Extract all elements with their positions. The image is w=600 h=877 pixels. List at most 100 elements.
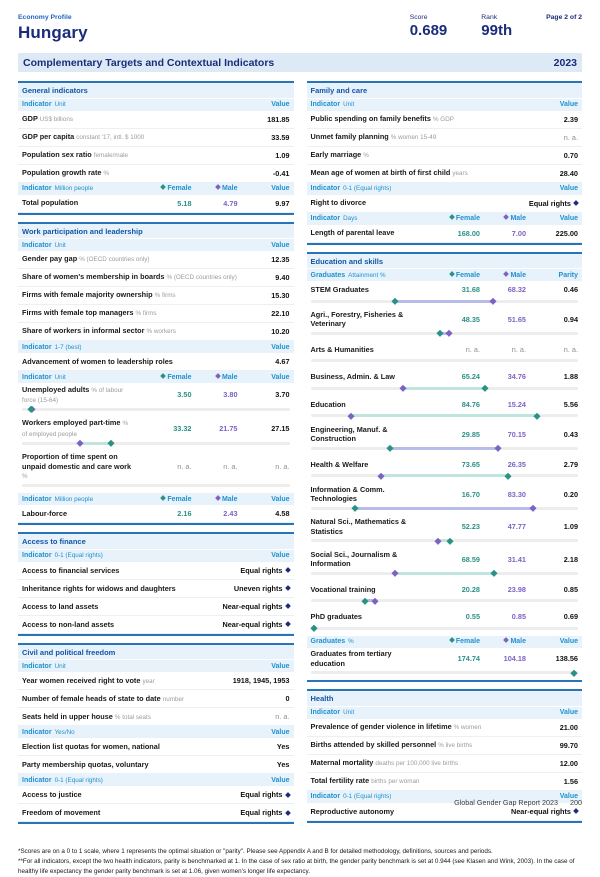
rights-value: Near-equal rights — [222, 602, 291, 611]
unit-label: Unit — [54, 241, 66, 249]
value: 15.30 — [271, 291, 290, 300]
section-title: Work participation and leadership — [18, 221, 294, 238]
table-row: Reproductive autonomy Near-equal rights — [306, 803, 582, 821]
value-header: Value — [271, 241, 290, 249]
unit-label: Attainment % — [348, 271, 386, 279]
rights-diamond-icon — [573, 808, 579, 815]
table-row: Information & Comm. Technologies 16.70 83.… — [307, 483, 583, 512]
score-label: Score — [409, 14, 428, 21]
value: 4.58 — [275, 509, 290, 519]
header-label-group: Indicator 1-7 (best) — [22, 344, 271, 351]
page-title: Hungary — [18, 23, 88, 42]
column-label: Indicator — [22, 552, 52, 560]
value: 0.43 — [563, 429, 578, 439]
parity-fill — [394, 571, 494, 575]
row-content: Maternal mortality deaths per 100,000 li… — [311, 755, 579, 772]
indicator-name: Reproductive autonomy — [310, 806, 395, 816]
table-header-row: Indicator Days Female Male Value — [306, 212, 582, 225]
male-header: Male — [480, 214, 526, 222]
indicator-unit: % firms — [135, 310, 157, 318]
table-header-row: Indicator Unit Female Male Value — [18, 371, 294, 383]
unit-label: Unit — [54, 101, 66, 108]
indicator-name: PhD graduates — [310, 612, 363, 622]
value-header: Value — [559, 638, 578, 646]
indicator-name: Firms with female top managers % firms — [22, 308, 157, 318]
male-value: 21.75 — [219, 424, 238, 434]
row-content: Vocational training 20.28 23.98 0.85 — [311, 581, 579, 597]
parity-bar — [22, 439, 290, 447]
table-header-row: Indicator Unit Value — [18, 239, 294, 251]
table-row: Prevalence of gender violence in lifetim… — [306, 719, 582, 737]
header-label-group: Indicator Days — [311, 215, 429, 222]
table-row: GDP per capita constant '17, intl. $ 100… — [18, 129, 294, 147]
male-value: 83.30 — [507, 489, 526, 499]
female-value: 31.68 — [461, 285, 480, 294]
indicator-name: Number of female heads of state to date … — [22, 693, 185, 703]
row-content: Health & Welfare 73.65 26.35 2.79 — [311, 456, 579, 472]
value-header: Value — [271, 343, 290, 351]
table-row: Inheritance rights for widows and daught… — [18, 580, 294, 598]
indicator-unit: % women 15-49 — [390, 133, 437, 141]
parity-bar — [22, 406, 290, 413]
header-label-group: Indicator 0-1 (Equal rights) — [22, 777, 271, 784]
row-content: Access to justice Equal rights — [22, 786, 291, 803]
indicator-unit: % workers — [146, 328, 176, 336]
value: n. a. — [275, 462, 290, 472]
male-value: 31.41 — [507, 554, 526, 564]
parity-fill — [438, 539, 451, 543]
table-row: Advancement of women to leadership roles… — [18, 353, 294, 371]
value: n. a. — [563, 344, 578, 354]
value: 2.18 — [563, 554, 578, 564]
table-row: Population growth rate % -0.41 — [18, 165, 294, 183]
table-row: Arts & Humanities n. a. n. a. n. a. — [307, 341, 583, 363]
table-header-row: Indicator 1-7 (best) Value — [18, 341, 294, 353]
indicator-name: Access to justice — [22, 790, 82, 800]
table-header-row: Indicator Unit Value — [18, 660, 294, 673]
row-content: Firms with female top managers % firms 22… — [22, 305, 290, 322]
row-content: Firms with female majority ownership % f… — [22, 287, 290, 304]
indicator-name: Population growth rate % — [22, 167, 110, 177]
row-content: Mean age of women at birth of first chil… — [311, 165, 579, 182]
female-diamond-icon — [449, 214, 455, 220]
header-label-group: Indicator Unit — [22, 242, 271, 249]
value: 1.88 — [563, 372, 578, 382]
female-diamond-icon — [160, 372, 167, 379]
header-label-group: Indicator Unit — [22, 663, 271, 670]
row-content: Total population 5.18 4.79 9.97 — [22, 195, 290, 212]
table-row: Number of female heads of state to date … — [18, 690, 294, 709]
column-label: Indicator — [310, 793, 341, 801]
score-stat: Score 0.689 — [410, 14, 448, 39]
table-row: Freedom of movement Equal rights — [18, 804, 294, 823]
table-row: Workers employed part-time % of employed… — [18, 417, 294, 447]
row-content: Labour-force 2.16 2.43 4.58 — [22, 505, 290, 522]
value: 0.69 — [563, 612, 578, 622]
male-value: 15.24 — [507, 399, 526, 409]
row-content: Education 84.76 15.24 5.56 — [311, 396, 579, 412]
row-content: Agri., Forestry, Fisheries & Veterinary 4… — [311, 309, 579, 329]
value: 138.56 — [555, 654, 578, 664]
section-title: Education and skills — [306, 251, 582, 268]
row-content: Proportion of time spent on unpaid domes… — [22, 451, 290, 482]
indicator-name: Labour-force — [22, 509, 67, 519]
indicator-unit: % — [22, 473, 28, 481]
indicator-name: Births attended by skilled personnel % l… — [310, 740, 473, 750]
male-diamond-icon — [503, 214, 510, 220]
indicator-name: Length of parental leave — [310, 228, 395, 238]
parity-fill — [395, 299, 494, 303]
indicator-unit: US$ billions — [39, 115, 73, 123]
page-number: 200 — [570, 798, 582, 807]
rights-value: Equal rights — [529, 199, 579, 208]
male-value: 51.65 — [507, 314, 526, 324]
section-banner: Complementary Targets and Contextual Ind… — [18, 53, 582, 72]
male-marker-icon — [490, 297, 497, 305]
female-marker-icon — [504, 472, 511, 480]
row-content: Share of women's membership in boards % … — [22, 269, 290, 286]
rights-diamond-icon — [284, 791, 291, 798]
column-label: Indicator — [22, 343, 52, 351]
table-row: Public spending on family benefits % GDP… — [306, 111, 582, 129]
parity-fill — [80, 441, 112, 445]
indicator-name: Seats held in upper house % total seats — [22, 711, 151, 721]
value: 225.00 — [555, 228, 578, 238]
indicator-name: Business, Admin. & Law — [310, 372, 395, 382]
parity-bar — [310, 359, 578, 363]
